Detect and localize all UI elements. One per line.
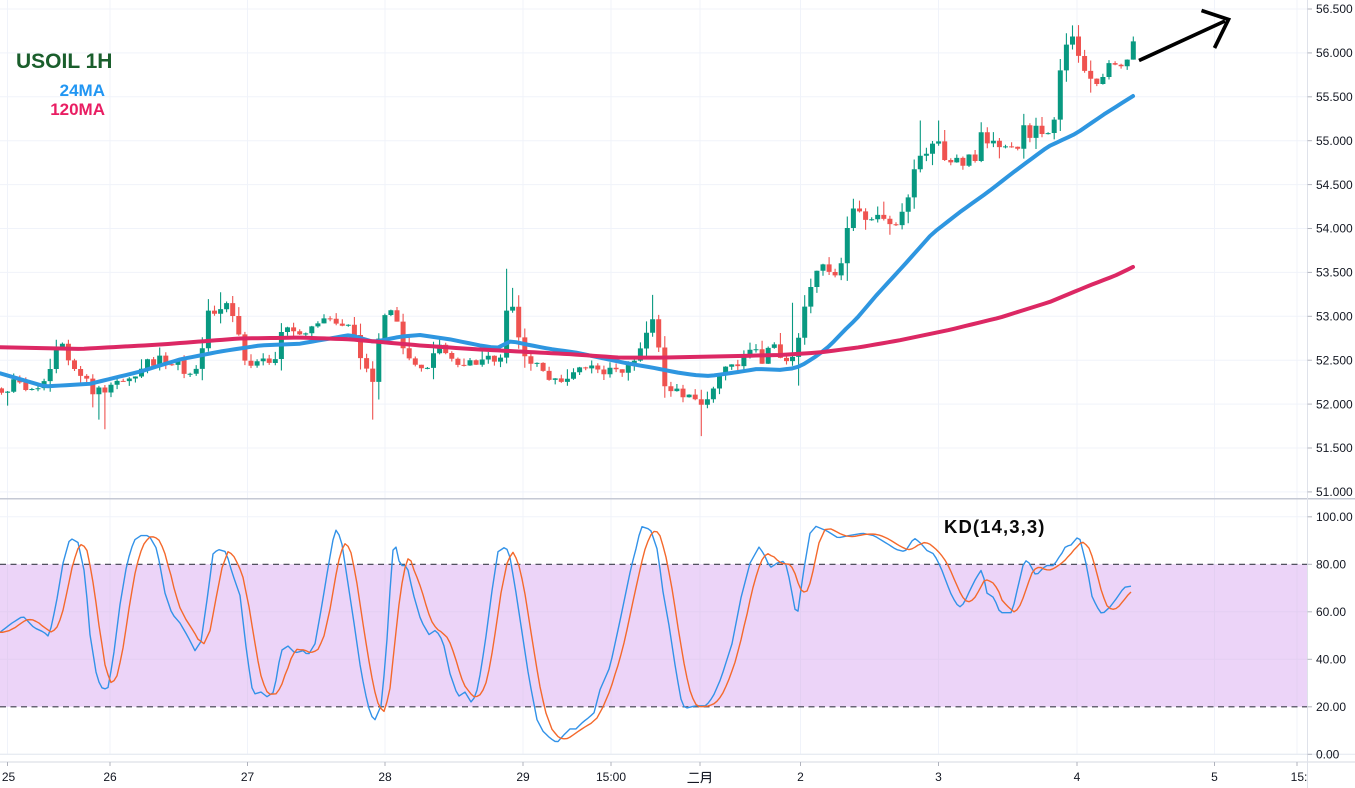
svg-text:5: 5	[1211, 770, 1218, 784]
svg-text:3: 3	[935, 770, 942, 784]
svg-text:USOIL 1H: USOIL 1H	[16, 50, 112, 73]
svg-text:KD(14,3,3): KD(14,3,3)	[944, 516, 1045, 537]
svg-text:56.000: 56.000	[1316, 46, 1353, 60]
svg-text:60.00: 60.00	[1316, 605, 1346, 619]
svg-text:0.00: 0.00	[1316, 748, 1340, 762]
svg-text:26: 26	[103, 770, 117, 784]
svg-text:53.000: 53.000	[1316, 310, 1353, 324]
svg-text:20.00: 20.00	[1316, 700, 1346, 714]
svg-text:52.000: 52.000	[1316, 397, 1353, 411]
svg-text:80.00: 80.00	[1316, 558, 1346, 572]
svg-text:54.000: 54.000	[1316, 222, 1353, 236]
svg-text:54.500: 54.500	[1316, 178, 1353, 192]
svg-text:52.500: 52.500	[1316, 353, 1353, 367]
svg-text:56.500: 56.500	[1316, 2, 1353, 16]
svg-text:24MA: 24MA	[60, 81, 105, 100]
svg-text:53.500: 53.500	[1316, 266, 1353, 280]
svg-text:15:00: 15:00	[596, 770, 626, 784]
svg-text:51.500: 51.500	[1316, 441, 1353, 455]
svg-text:40.00: 40.00	[1316, 653, 1346, 667]
svg-text:100.00: 100.00	[1316, 510, 1353, 524]
svg-text:4: 4	[1074, 770, 1081, 784]
svg-text:29: 29	[516, 770, 530, 784]
svg-text:25: 25	[2, 770, 16, 784]
svg-text:55.500: 55.500	[1316, 90, 1353, 104]
svg-text:15:: 15:	[1291, 770, 1308, 784]
svg-text:28: 28	[378, 770, 392, 784]
svg-text:55.000: 55.000	[1316, 134, 1353, 148]
svg-text:51.000: 51.000	[1316, 485, 1353, 499]
svg-text:2: 2	[797, 770, 804, 784]
svg-text:27: 27	[241, 770, 255, 784]
svg-text:120MA: 120MA	[50, 100, 105, 119]
